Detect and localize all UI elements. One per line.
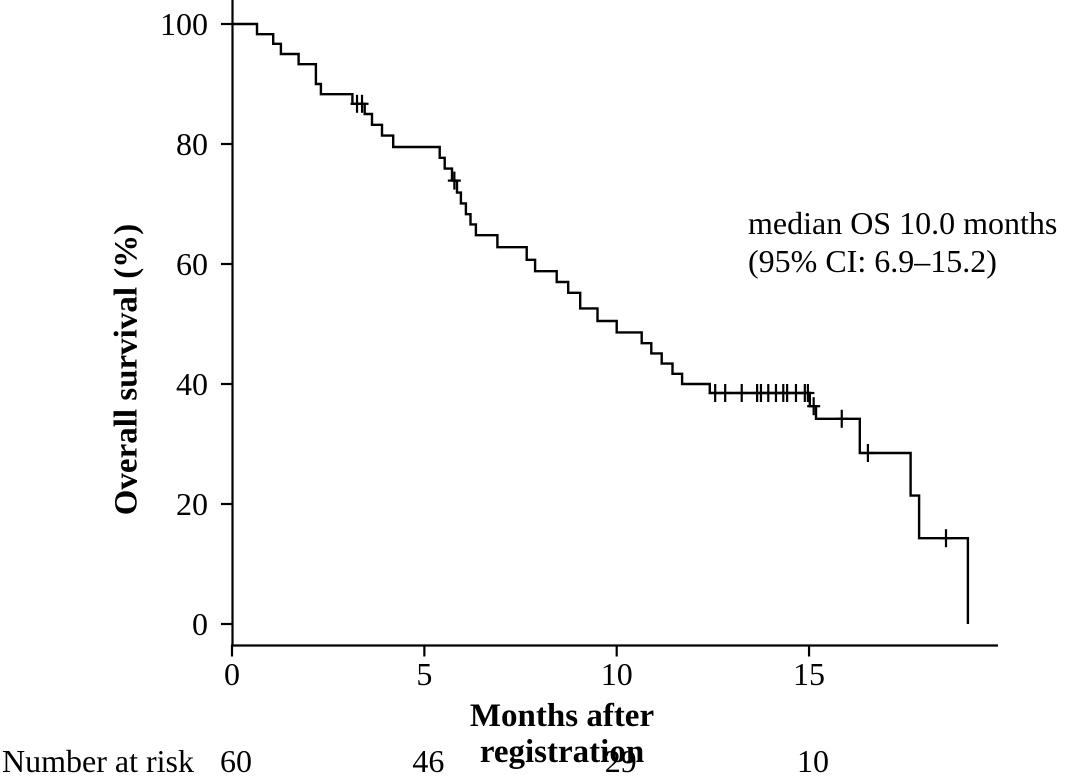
median-os-annotation: median OS 10.0 months (95% CI: 6.9–15.2)	[748, 204, 1057, 280]
number-at-risk-value-15: 10	[797, 743, 830, 778]
censor-marks	[350, 94, 953, 548]
x-tick-label-15: 15	[793, 656, 826, 692]
x-tick-label-5: 5	[416, 656, 433, 692]
number-at-risk-value-5: 46	[412, 743, 445, 778]
x-tick-label-10: 10	[600, 656, 633, 692]
number-at-risk-label: Number at risk	[2, 743, 194, 778]
y-tick-label-100: 100	[160, 6, 208, 42]
y-tick-label-80: 80	[176, 126, 208, 162]
number-at-risk-value-0: 60	[220, 743, 252, 778]
x-axis-title: Months after registration	[469, 698, 655, 770]
y-tick-label-20: 20	[176, 486, 208, 522]
y-tick-label-60: 60	[176, 246, 208, 282]
y-tick-label-0: 0	[192, 606, 208, 642]
survival-curve	[232, 22, 970, 624]
number-at-risk-value-10: 29	[604, 743, 637, 778]
annotation-line-1: median OS 10.0 months	[748, 205, 1058, 241]
x-tick-label-0: 0	[224, 656, 240, 692]
annotation-line-2: (95% CI: 6.9–15.2)	[748, 243, 997, 279]
y-tick-label-40: 40	[176, 366, 208, 402]
